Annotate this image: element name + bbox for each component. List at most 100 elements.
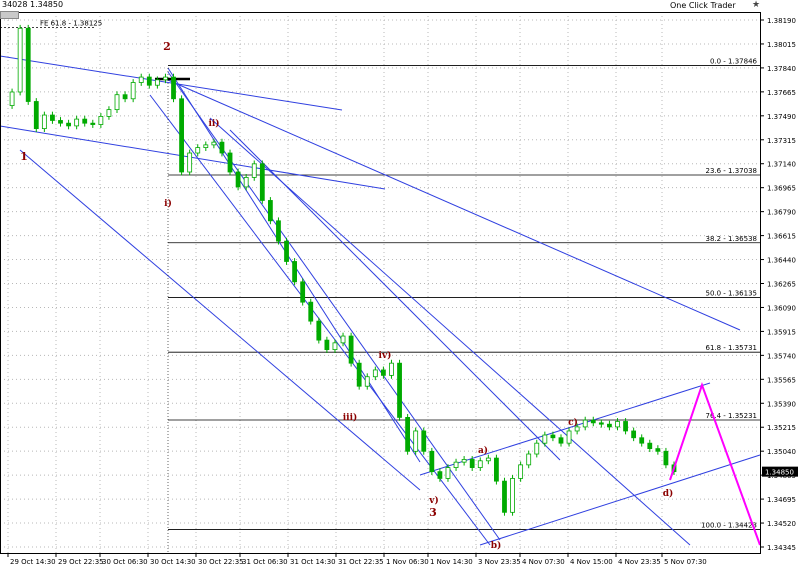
x-tick-label: 30 Oct 22:35: [198, 558, 244, 566]
projection-path: [669, 381, 761, 546]
candle-body: [90, 122, 96, 125]
candle-body: [550, 434, 556, 439]
trendline: [0, 125, 386, 190]
candle-body: [195, 147, 201, 154]
candle-body: [340, 335, 346, 344]
candle-body: [50, 114, 55, 121]
projection-line: [669, 381, 761, 546]
candle-body: [300, 281, 306, 303]
y-tick-label: 1.35040: [767, 448, 796, 456]
wave-label: c): [568, 417, 578, 428]
candle-body: [598, 422, 604, 425]
candle-body: [453, 461, 459, 468]
trendlines[interactable]: [0, 55, 761, 553]
y-tick-label: 1.35215: [767, 424, 796, 432]
y-tick-label: 1.36090: [767, 304, 796, 312]
trendline: [419, 382, 711, 476]
y-tick-label: 1.37315: [767, 137, 796, 145]
y-tick-label: 1.36615: [767, 233, 796, 241]
x-tick-label: 5 Nov 07:30: [664, 558, 707, 566]
y-tick-label: 1.36440: [767, 257, 796, 265]
x-tick-label: 4 Nov 15:00: [570, 558, 613, 566]
candle-body: [397, 362, 402, 418]
x-tick-label: 4 Nov 23:35: [618, 558, 661, 566]
candle-body: [437, 471, 443, 479]
fib-label: 61.8 - 1.35731: [705, 344, 757, 352]
candle-body: [477, 460, 483, 468]
x-tick-label: 4 Nov 07:30: [522, 558, 565, 566]
candle-body: [130, 82, 136, 100]
candle-body: [227, 152, 233, 173]
candle-body: [138, 76, 144, 83]
one-click-trader-label[interactable]: One Click Trader: [670, 1, 736, 10]
candle-body: [429, 450, 435, 473]
x-tick-label: 29 Oct 14:30: [10, 558, 56, 566]
trendline: [19, 149, 421, 491]
wave-label: i): [164, 198, 172, 209]
candle-body: [82, 118, 88, 124]
wave-label: v): [428, 495, 439, 506]
candle-body: [421, 430, 427, 452]
candle-body: [122, 94, 128, 100]
wave-labels: 1 2 i) ii) iii) iv) v)3 a) b) c) d): [20, 40, 673, 551]
candle-body: [106, 109, 112, 117]
candle-body: [372, 369, 378, 378]
axes: 1.38190 1.38015 1.37840 1.37665 1.37490 1.373…: [0, 12, 798, 566]
candle-body: [163, 76, 168, 81]
candle-body: [267, 200, 273, 222]
wave-label: a): [478, 445, 488, 456]
candle-body: [631, 430, 637, 439]
candle-body: [98, 116, 104, 125]
candle-body: [292, 261, 298, 283]
candle-body: [74, 118, 80, 127]
y-tick-label: 1.35565: [767, 376, 796, 384]
candle-body: [518, 464, 524, 479]
x-tick-label: 30 Oct 14:30: [150, 558, 196, 566]
candle-body: [203, 144, 209, 148]
y-tick-label: 1.36965: [767, 185, 796, 193]
candle-body: [348, 335, 354, 364]
candle-body: [623, 421, 628, 432]
fib-label: 50.0 - 1.36135: [705, 289, 757, 297]
candle-body: [9, 91, 15, 106]
fib-label: 23.6 - 1.37038: [705, 167, 757, 175]
candle-body: [17, 27, 23, 93]
trade-toolbox[interactable]: [0, 11, 19, 19]
x-tick-label: 1 Nov 14:30: [430, 558, 473, 566]
candle-body: [389, 362, 394, 376]
candle-body: [332, 342, 338, 351]
candle-body: [574, 426, 580, 432]
y-tick-label: 1.36790: [767, 209, 796, 217]
y-tick-label: 1.38015: [767, 41, 796, 49]
grid: [0, 12, 760, 553]
wave-label: iv): [379, 350, 392, 361]
candle-body: [41, 114, 47, 130]
pin-icon[interactable]: ★: [752, 0, 761, 10]
wave-label: 1: [20, 150, 28, 163]
candle-body: [655, 448, 661, 452]
candle-body: [171, 76, 176, 100]
candle-body: [25, 27, 31, 102]
fib-label: 76.4 - 1.35231: [705, 412, 757, 420]
y-tick-label: 1.35915: [767, 328, 796, 336]
candle-body: [187, 152, 193, 173]
wave-label: iii): [343, 412, 358, 423]
candle-body: [615, 421, 620, 428]
candle-body: [146, 76, 152, 86]
candle-body: [405, 417, 411, 452]
candle-body: [542, 434, 548, 444]
candle-body: [219, 141, 225, 154]
candle-body: [526, 453, 532, 466]
trendline: [229, 129, 561, 461]
candle-body: [380, 369, 386, 376]
candle-body: [324, 339, 330, 351]
x-tick-label: 1 Nov 06:30: [386, 558, 429, 566]
y-tick-label: 1.36265: [767, 281, 796, 289]
candle-body: [276, 220, 281, 242]
x-tick-label: 31 Oct 06:30: [242, 558, 288, 566]
candle-body: [251, 163, 257, 178]
candle-body: [485, 457, 491, 462]
y-tick-label: 1.37490: [767, 113, 796, 121]
